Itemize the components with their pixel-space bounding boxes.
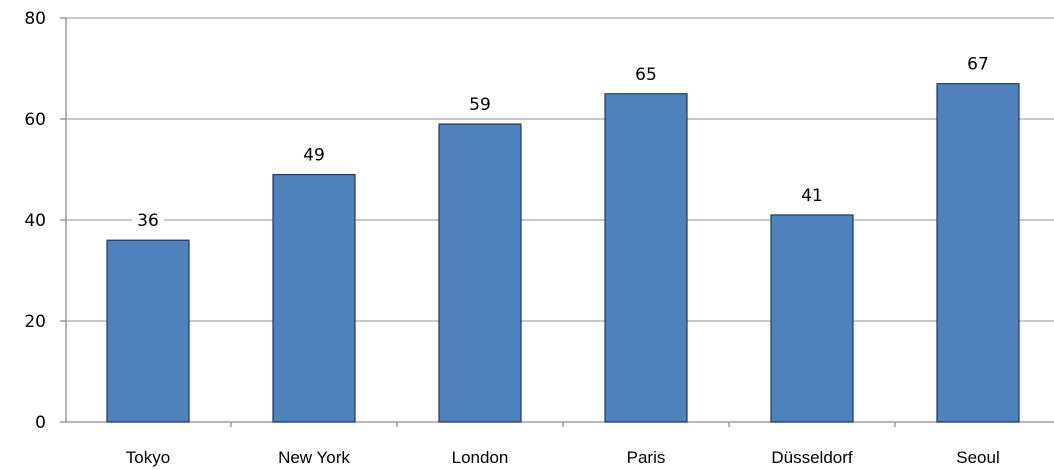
y-tick-label: 80 xyxy=(24,9,46,29)
data-label-backdrop xyxy=(796,182,828,205)
y-tick-label: 40 xyxy=(24,211,46,231)
axes xyxy=(60,17,1054,427)
y-tick-label: 0 xyxy=(35,413,46,433)
bar-d-sseldorf xyxy=(770,214,854,423)
data-label: 59 xyxy=(469,95,491,115)
data-label-backdrop xyxy=(298,142,330,165)
data-label: 36 xyxy=(137,211,159,231)
data-label: 67 xyxy=(967,55,989,75)
gridlines xyxy=(66,17,1054,322)
bar-seoul xyxy=(936,83,1020,423)
x-tick-label: London xyxy=(452,448,509,467)
labels: 0 20 40 60 80 36 Tokyo 49 New York 59 London 65 Pari… xyxy=(24,9,999,467)
data-label-backdrop xyxy=(132,208,164,231)
data-label-backdrop xyxy=(962,51,994,74)
bars xyxy=(106,83,1020,423)
y-tick-label: 20 xyxy=(24,312,46,332)
x-tick-label: Düsseldorf xyxy=(771,448,853,467)
data-label-backdrop xyxy=(464,92,496,115)
x-tick-label: Tokyo xyxy=(126,448,170,467)
bar-tokyo xyxy=(106,239,190,423)
bar-new-york xyxy=(272,173,356,423)
data-label-backdrop xyxy=(630,61,662,84)
data-label: 65 xyxy=(635,65,657,85)
y-tick-label: 60 xyxy=(24,110,46,130)
data-label: 49 xyxy=(303,146,325,166)
x-tick-label: Paris xyxy=(627,448,666,467)
x-tick-label: New York xyxy=(278,448,350,467)
data-label: 41 xyxy=(801,186,823,206)
bar-london xyxy=(438,123,522,423)
x-tick-label: Seoul xyxy=(956,448,999,467)
bar-paris xyxy=(604,93,688,423)
